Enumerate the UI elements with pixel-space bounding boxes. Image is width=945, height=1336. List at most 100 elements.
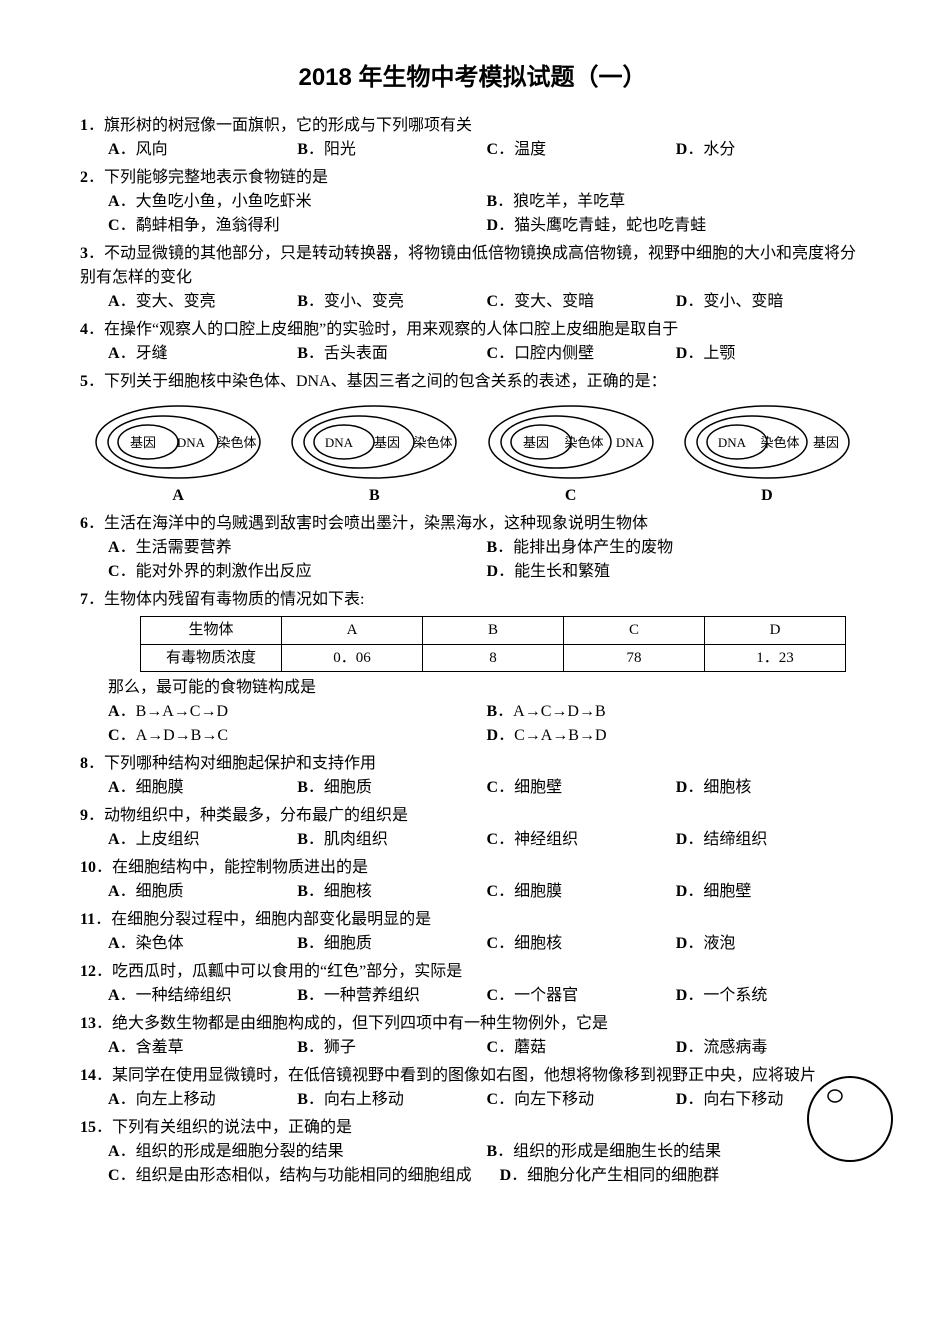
svg-text:染色体: 染色体 [218, 435, 257, 450]
option-a: A．含羞草 [108, 1036, 281, 1060]
svg-text:基因: 基因 [813, 435, 839, 450]
option-d: D．猫头鹰吃青蛙，蛇也吃青蛙 [487, 214, 838, 238]
question-stem: 9．动物组织中，种类最多，分布最广的组织是 [80, 804, 865, 828]
question-stem: 15．下列有关组织的说法中，正确的是 [80, 1116, 865, 1140]
option-b: B．肌肉组织 [297, 828, 446, 852]
option-d: D．细胞分化产生相同的细胞群 [500, 1164, 837, 1188]
question-stem: 7．生物体内残留有毒物质的情况如下表: [80, 588, 865, 612]
option-c: C．鹬蚌相争，渔翁得利 [108, 214, 459, 238]
question-stem: 1．旗形树的树冠像一面旗帜，它的形成与下列哪项有关 [80, 114, 865, 138]
venn-label-c: C [491, 484, 651, 508]
option-b: B．A→C→D→B [487, 700, 838, 724]
option-a: A．风向 [108, 138, 257, 162]
option-d: D．上颚 [676, 342, 825, 366]
svg-text:基因: 基因 [130, 435, 156, 450]
question-stem: 12．吃西瓜时，瓜瓤中可以食用的“红色”部分，实际是 [80, 960, 865, 984]
question-7: 7．生物体内残留有毒物质的情况如下表:生物体ABCD有毒物质浓度0．068781… [80, 588, 865, 748]
table-header: D [705, 617, 846, 645]
option-d: D．流感病毒 [676, 1036, 849, 1060]
option-b: B．阳光 [297, 138, 446, 162]
options-row: A．牙缝 B．舌头表面 C．口腔内侧壁 D．上颚 [108, 342, 865, 366]
microscope-view-icon [805, 1074, 895, 1164]
option-c: C．组织是由形态相似，结构与功能相同的细胞组成 [108, 1164, 472, 1188]
svg-text:DNA: DNA [325, 435, 354, 450]
svg-text:DNA: DNA [616, 435, 645, 450]
options-row: A．细胞质 B．细胞核 C．细胞膜 D．细胞壁 [108, 880, 865, 904]
question-2: 2．下列能够完整地表示食物链的是A．大鱼吃小鱼，小鱼吃虾米B．狼吃羊，羊吃草C．… [80, 166, 865, 238]
option-c: C．温度 [487, 138, 636, 162]
question-13: 13．绝大多数生物都是由细胞构成的，但下列四项中有一种生物例外，它是A．含羞草 B… [80, 1012, 865, 1060]
option-b: B．狼吃羊，羊吃草 [487, 190, 838, 214]
option-d: D．细胞壁 [676, 880, 825, 904]
svg-text:基因: 基因 [523, 435, 549, 450]
option-b: B．细胞质 [297, 932, 446, 956]
svg-text:基因: 基因 [374, 435, 400, 450]
table-cell: 1．23 [705, 644, 846, 672]
option-a: A．向左上移动 [108, 1088, 281, 1112]
option-b: B．舌头表面 [297, 342, 446, 366]
option-d: D．能生长和繁殖 [487, 560, 838, 584]
venn-diagram: DNA 染色体 基因 [682, 402, 852, 482]
option-c: C．细胞核 [487, 932, 636, 956]
table-cell: 有毒物质浓度 [141, 644, 282, 672]
option-b: B．一种营养组织 [297, 984, 446, 1008]
option-c: C．神经组织 [487, 828, 636, 852]
option-b: B．狮子 [297, 1036, 470, 1060]
option-c: C．变大、变暗 [487, 290, 636, 314]
option-b: B．向右上移动 [297, 1088, 470, 1112]
question-stem: 14．某同学在使用显微镜时，在低倍镜视野中看到的图像如右图，他想将物像移到视野正… [80, 1064, 865, 1088]
venn-label-b: B [294, 484, 454, 508]
question-12: 12．吃西瓜时，瓜瓤中可以食用的“红色”部分，实际是A．一种结缔组织 B．一种营养… [80, 960, 865, 1008]
option-c: C．细胞膜 [487, 880, 636, 904]
question-8: 8．下列哪种结构对细胞起保护和支持作用A．细胞膜B．细胞质C．细胞壁D．细胞核 [80, 752, 865, 800]
options-row: A．上皮组织 B．肌肉组织 C．神经组织 D．结缔组织 [108, 828, 865, 852]
question-6: 6．生活在海洋中的乌贼遇到敌害时会喷出墨汁，染黑海水，这种现象说明生物体A．生活… [80, 512, 865, 584]
venn-labels: ABCD [80, 484, 865, 508]
option-d: D．水分 [676, 138, 825, 162]
option-b: B．组织的形成是细胞生长的结果 [487, 1140, 838, 1164]
option-d: D．C→A→B→D [487, 724, 838, 748]
venn-row: 基因 DNA 染色体 DNA 基因 染色体 基因 染色体 DNA DNA 染色体… [80, 402, 865, 482]
question-stem: 4．在操作“观察人的口腔上皮细胞”的实验时，用来观察的人体口腔上皮细胞是取自于 [80, 318, 865, 342]
option-c: C．细胞壁 [487, 776, 636, 800]
table-cell: 78 [564, 644, 705, 672]
question-9: 9．动物组织中，种类最多，分布最广的组织是A．上皮组织 B．肌肉组织 C．神经组织 D… [80, 804, 865, 852]
question-1: 1．旗形树的树冠像一面旗帜，它的形成与下列哪项有关A．风向 B．阳光 C．温度 D．水… [80, 114, 865, 162]
options-row: A．向左上移动B．向右上移动C．向左下移动D．向右下移动 [108, 1088, 865, 1112]
question-3: 3．不动显微镜的其他部分，只是转动转换器，将物镜由低倍物镜换成高倍物镜，视野中细… [80, 242, 865, 314]
option-d: D．结缔组织 [676, 828, 825, 852]
options-row: A．染色体B．细胞质C．细胞核D．液泡 [108, 932, 865, 956]
svg-text:染色体: 染色体 [760, 435, 799, 450]
question-stem: 5．下列关于细胞核中染色体、DNA、基因三者之间的包含关系的表述，正确的是： [80, 370, 865, 394]
option-a: A．组织的形成是细胞分裂的结果 [108, 1140, 459, 1164]
table-header: B [423, 617, 564, 645]
question-stem: 11．在细胞分裂过程中，细胞内部变化最明显的是 [80, 908, 865, 932]
table-header: A [282, 617, 423, 645]
options-row: A．变大、变亮B．变小、变亮C．变大、变暗D．变小、变暗 [108, 290, 865, 314]
question-stem: 8．下列哪种结构对细胞起保护和支持作用 [80, 752, 865, 776]
venn-diagram: 基因 DNA 染色体 [93, 402, 263, 482]
option-a: A．细胞质 [108, 880, 257, 904]
svg-text:染色体: 染色体 [414, 435, 453, 450]
options-row: A．风向 B．阳光 C．温度 D．水分 [108, 138, 865, 162]
venn-label-d: D [687, 484, 847, 508]
option-d: D．液泡 [676, 932, 825, 956]
option-c: C．向左下移动 [487, 1088, 660, 1112]
svg-text:DNA: DNA [177, 435, 206, 450]
page-title: 2018 年生物中考模拟试题（一） [80, 60, 865, 96]
option-a: A．一种结缔组织 [108, 984, 257, 1008]
question-stem: 13．绝大多数生物都是由细胞构成的，但下列四项中有一种生物例外，它是 [80, 1012, 865, 1036]
option-c: C．口腔内侧壁 [487, 342, 636, 366]
svg-text:DNA: DNA [718, 435, 747, 450]
question-stem: 3．不动显微镜的其他部分，只是转动转换器，将物镜由低倍物镜换成高倍物镜，视野中细… [80, 242, 865, 290]
option-a: A．牙缝 [108, 342, 257, 366]
options-block: A．组织的形成是细胞分裂的结果 B．组织的形成是细胞生长的结果 C．组织是由形态相似… [108, 1140, 865, 1188]
option-a: A．上皮组织 [108, 828, 257, 852]
options-row: A．含羞草B．狮子C．蘑菇D．流感病毒 [108, 1036, 865, 1060]
option-d: D．细胞核 [676, 776, 825, 800]
question-post: 那么，最可能的食物链构成是 [108, 676, 865, 700]
option-c: C．一个器官 [487, 984, 636, 1008]
option-b: B．细胞核 [297, 880, 446, 904]
option-a: A．细胞膜 [108, 776, 257, 800]
option-a: A．B→A→C→D [108, 700, 459, 724]
